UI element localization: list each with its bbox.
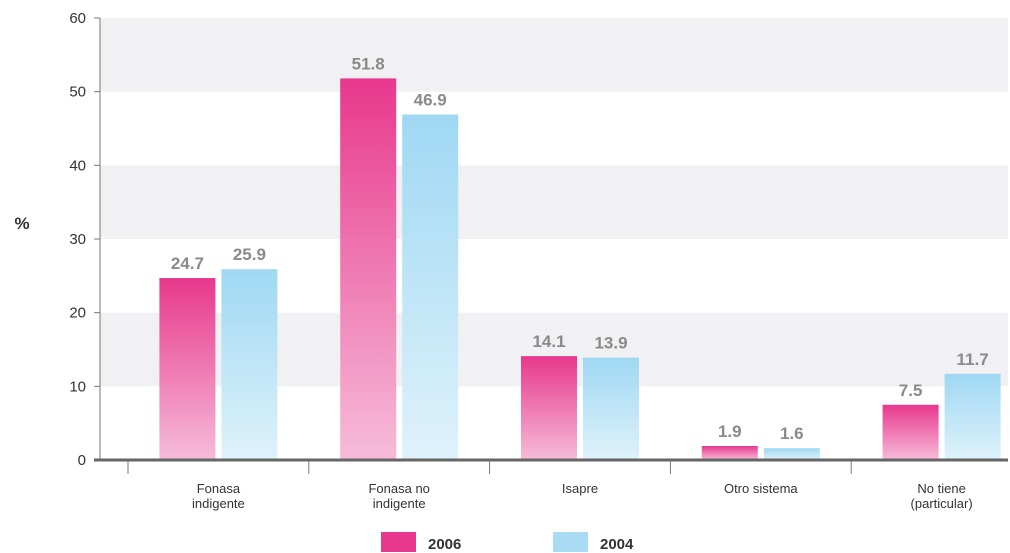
bar-2004 bbox=[221, 269, 278, 460]
x-tick-label: Isapre bbox=[562, 481, 598, 496]
data-label: 13.9 bbox=[594, 334, 627, 353]
y-axis-label: % bbox=[14, 214, 29, 233]
y-tick-label: 60 bbox=[69, 10, 86, 27]
bar-2006 bbox=[159, 278, 216, 460]
bar-2004 bbox=[402, 114, 459, 461]
y-tick-label: 10 bbox=[69, 378, 86, 395]
bars: 24.7 25.9 51.8 46.9 14.1 13.9 1.9 1.6 7.5 11.7 bbox=[159, 54, 1001, 461]
grid-band bbox=[100, 18, 1008, 92]
x-tick-label: No tiene (particular) bbox=[911, 481, 973, 511]
grid-bands bbox=[100, 18, 1008, 460]
data-label: 14.1 bbox=[532, 332, 565, 351]
x-tick-label: Fonasa indigente bbox=[192, 481, 245, 511]
x-tick-label: Fonasa no indigente bbox=[368, 481, 429, 511]
bar-2004 bbox=[763, 448, 820, 460]
y-tick-label: 30 bbox=[69, 231, 86, 248]
data-label: 7.5 bbox=[899, 381, 923, 400]
bar-2004 bbox=[583, 357, 639, 460]
data-label: 1.6 bbox=[780, 424, 804, 443]
data-label: 51.8 bbox=[352, 54, 385, 73]
legend: 2006 2004 bbox=[381, 532, 634, 553]
legend-swatch-2004 bbox=[553, 532, 588, 552]
bar-2006 bbox=[701, 446, 758, 460]
data-label: 46.9 bbox=[414, 91, 447, 110]
x-axis: Fonasa indigente Fonasa no indigente Isapre O… bbox=[94, 458, 1008, 511]
y-tick-label: 50 bbox=[69, 84, 86, 101]
x-tick-label: Otro sistema bbox=[724, 481, 798, 496]
bar-2004 bbox=[944, 373, 1001, 460]
bar-2006 bbox=[521, 356, 577, 460]
legend-label: 2006 bbox=[428, 536, 461, 553]
y-tick-label: 0 bbox=[78, 452, 86, 469]
grid-band bbox=[100, 165, 1008, 239]
legend-swatch-2006 bbox=[381, 532, 416, 552]
data-label: 24.7 bbox=[171, 254, 204, 273]
bar-2006 bbox=[340, 78, 397, 460]
bar-2006 bbox=[882, 404, 939, 460]
data-label: 1.9 bbox=[718, 422, 742, 441]
y-tick-label: 40 bbox=[69, 157, 86, 174]
legend-label: 2004 bbox=[600, 536, 634, 553]
y-tick-label: 20 bbox=[69, 305, 86, 322]
data-label: 11.7 bbox=[957, 350, 989, 369]
grid-band bbox=[100, 91, 1008, 166]
data-label: 25.9 bbox=[233, 245, 266, 264]
y-axis: 0 10 20 30 40 50 60 bbox=[69, 10, 101, 469]
